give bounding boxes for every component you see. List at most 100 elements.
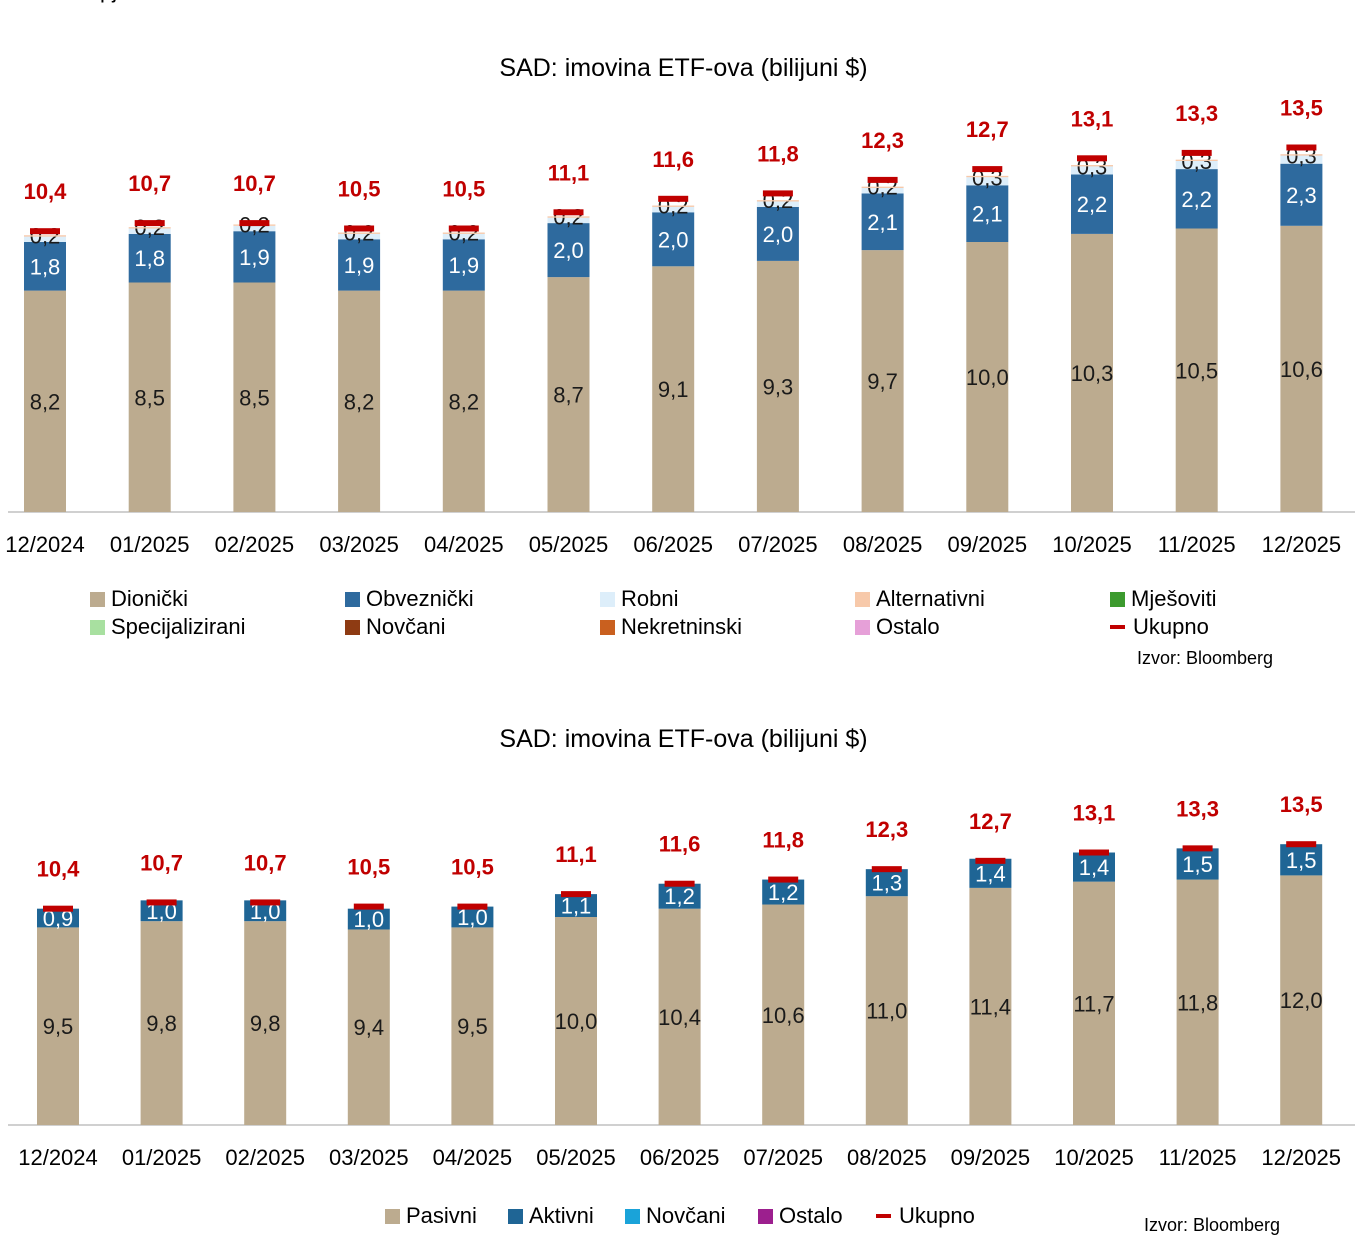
total-label: 13,3 [1175, 101, 1218, 126]
x-tick-label: 05/2025 [536, 1145, 616, 1170]
legend-item-ukupno: Ukupno [876, 1203, 975, 1229]
bar-obveznicki [1280, 163, 1323, 226]
bar-pasivni [37, 927, 79, 1125]
total-marker [1079, 849, 1109, 856]
total-label: 13,5 [1280, 792, 1323, 817]
x-tick-label: 02/2025 [215, 532, 295, 557]
total-label: 10,4 [24, 179, 68, 204]
bar-alternativni [861, 186, 904, 188]
x-tick-label: 03/2025 [319, 532, 399, 557]
bar-obveznicki [1175, 169, 1218, 229]
bar-alternativni [24, 235, 66, 237]
legend-item-nekretninski: Nekretninski [600, 614, 742, 640]
bar-alternativni [652, 205, 695, 207]
x-tick-label: 04/2025 [433, 1145, 513, 1170]
bar-aktivni [451, 906, 494, 928]
legend-label: Robni [621, 586, 679, 611]
data-label-dionicki: 10,6 [1280, 357, 1323, 382]
total-label: 10,7 [244, 850, 287, 875]
legend-swatch [600, 591, 615, 607]
bar-aktivni [1176, 848, 1219, 880]
legend-item-novcani: Novčani [625, 1203, 725, 1229]
bar-alternativni [1280, 154, 1323, 156]
legend-swatch [508, 1208, 523, 1224]
data-label-aktivni: 1,5 [1286, 848, 1317, 873]
bar-robni [966, 177, 1009, 186]
total-marker [146, 899, 177, 906]
bar-dionicki [1175, 228, 1218, 512]
legend-swatch [1110, 625, 1125, 629]
data-label-obveznicki: 1,8 [30, 254, 61, 279]
legend-swatch [90, 591, 105, 607]
chart-etf-passive-active: SAD: imovina ETF-ova (bilijuni $) 9,5 0,9… [0, 700, 1367, 1241]
legend-swatch [1110, 591, 1125, 607]
legend-swatch [876, 1214, 891, 1218]
bar-robni [338, 233, 381, 240]
data-label-obveznicki: 2,1 [867, 210, 898, 235]
bar-obveznicki [233, 231, 276, 283]
bar-obveznicki [756, 206, 799, 261]
total-label: 10,7 [128, 171, 171, 196]
bar-robni [547, 217, 590, 224]
bar-obveznicki [861, 193, 904, 251]
bar-dionicki [652, 266, 695, 512]
total-label: 12,7 [969, 809, 1012, 834]
x-tick-label: 08/2025 [843, 532, 923, 557]
legend-label: Nekretninski [621, 614, 743, 639]
total-marker [239, 220, 270, 227]
x-tick-label: 12/2024 [5, 532, 85, 557]
bar-alternativni [128, 227, 171, 229]
data-label-aktivni: 1,3 [872, 871, 903, 896]
total-marker [561, 891, 591, 898]
bar-aktivni [762, 879, 805, 905]
bar-robni [1071, 166, 1113, 175]
total-label: 11,6 [659, 832, 701, 857]
total-label: 11,8 [762, 828, 804, 853]
legend-swatch [385, 1208, 400, 1224]
legend-item-ostalo: Ostalo [758, 1203, 843, 1229]
data-label-pasivni: 12,0 [1280, 988, 1323, 1013]
bar-pasivni [969, 887, 1012, 1125]
data-label-pasivni: 9,8 [250, 1011, 281, 1036]
bar-pasivni [347, 929, 390, 1125]
x-tick-label: 11/2025 [1158, 532, 1236, 557]
bar-robni [861, 188, 904, 194]
bar-aktivni [1280, 844, 1323, 876]
bar-obveznicki [338, 239, 381, 291]
total-marker [43, 905, 73, 912]
bar-dionicki [442, 290, 485, 512]
total-label: 13,3 [1176, 796, 1219, 821]
data-label-obveznicki: 2,3 [1286, 183, 1317, 208]
data-label-obveznicki: 2,0 [553, 238, 584, 263]
data-label-dionicki: 8,2 [449, 389, 480, 414]
legend-swatch [758, 1208, 773, 1224]
data-label-dionicki: 8,7 [553, 383, 584, 408]
x-tick-label: 12/2024 [18, 1145, 98, 1170]
legend-label: Novčani [646, 1203, 726, 1228]
legend-swatch [345, 591, 360, 607]
bar-aktivni [347, 908, 390, 930]
total-label: 10,5 [451, 855, 494, 880]
x-tick-label: 12/2025 [1262, 532, 1342, 557]
data-label-obveznicki: 1,9 [344, 253, 375, 278]
bar-obveznicki [24, 242, 66, 291]
bar-obveznicki [547, 223, 590, 278]
data-label-obveznicki: 1,9 [239, 245, 270, 270]
total-label: 12,3 [865, 817, 908, 842]
total-label: 10,5 [347, 855, 390, 880]
total-label: 10,4 [37, 857, 81, 882]
total-label: 13,1 [1071, 106, 1114, 131]
bar-alternativni [1175, 159, 1218, 161]
total-marker [658, 195, 689, 202]
legend-swatch [90, 619, 105, 635]
bar-dionicki [24, 290, 66, 512]
legend-item-mjesoviti: Mješoviti [1110, 586, 1217, 612]
data-label-aktivni: 1,1 [561, 894, 592, 919]
legend-swatch [345, 619, 360, 635]
data-label-pasivni: 9,8 [146, 1011, 177, 1036]
legend-item-ukupno: Ukupno [1110, 614, 1209, 640]
data-label-dionicki: 8,5 [239, 385, 270, 410]
data-label-dionicki: 10,3 [1071, 361, 1114, 386]
total-label: 11,1 [555, 842, 597, 867]
data-label-pasivni: 11,4 [970, 994, 1011, 1019]
